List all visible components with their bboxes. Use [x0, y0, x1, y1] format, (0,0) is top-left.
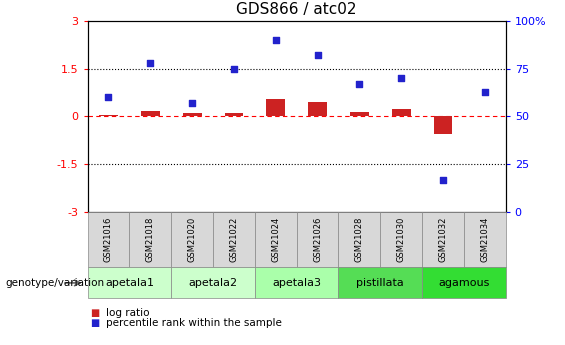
Text: GSM21024: GSM21024 — [271, 217, 280, 263]
Text: GSM21026: GSM21026 — [313, 217, 322, 263]
Point — [313, 52, 322, 58]
Text: ■: ■ — [90, 308, 99, 318]
Bar — [475, 116, 494, 117]
Text: agamous: agamous — [438, 278, 489, 288]
Text: apetala3: apetala3 — [272, 278, 321, 288]
Text: GSM21032: GSM21032 — [438, 217, 447, 263]
Point — [271, 37, 280, 43]
Bar — [392, 109, 411, 117]
Bar — [99, 115, 118, 117]
Bar — [266, 99, 285, 117]
Point — [146, 60, 155, 66]
Point — [355, 81, 364, 87]
Point — [229, 66, 238, 71]
Text: GSM21022: GSM21022 — [229, 217, 238, 263]
Text: GSM21034: GSM21034 — [480, 217, 489, 263]
Title: GDS866 / atc02: GDS866 / atc02 — [236, 2, 357, 17]
Text: GSM21020: GSM21020 — [188, 217, 197, 263]
Text: ■: ■ — [90, 318, 99, 327]
Bar — [182, 113, 202, 117]
Bar — [141, 111, 160, 117]
Text: pistillata: pistillata — [357, 278, 404, 288]
Text: GSM21028: GSM21028 — [355, 217, 364, 263]
Point — [188, 100, 197, 106]
Point — [438, 177, 447, 183]
Text: apetala2: apetala2 — [189, 278, 237, 288]
Text: percentile rank within the sample: percentile rank within the sample — [106, 318, 282, 327]
Text: GSM21016: GSM21016 — [104, 217, 113, 263]
Point — [397, 76, 406, 81]
Text: apetala1: apetala1 — [105, 278, 154, 288]
Text: genotype/variation: genotype/variation — [6, 278, 105, 288]
Bar — [433, 117, 453, 134]
Bar — [350, 112, 369, 117]
Text: GSM21018: GSM21018 — [146, 217, 155, 263]
Point — [104, 95, 113, 100]
Bar — [308, 102, 327, 117]
Bar — [224, 112, 244, 117]
Point — [480, 89, 489, 94]
Text: GSM21030: GSM21030 — [397, 217, 406, 263]
Text: log ratio: log ratio — [106, 308, 150, 318]
